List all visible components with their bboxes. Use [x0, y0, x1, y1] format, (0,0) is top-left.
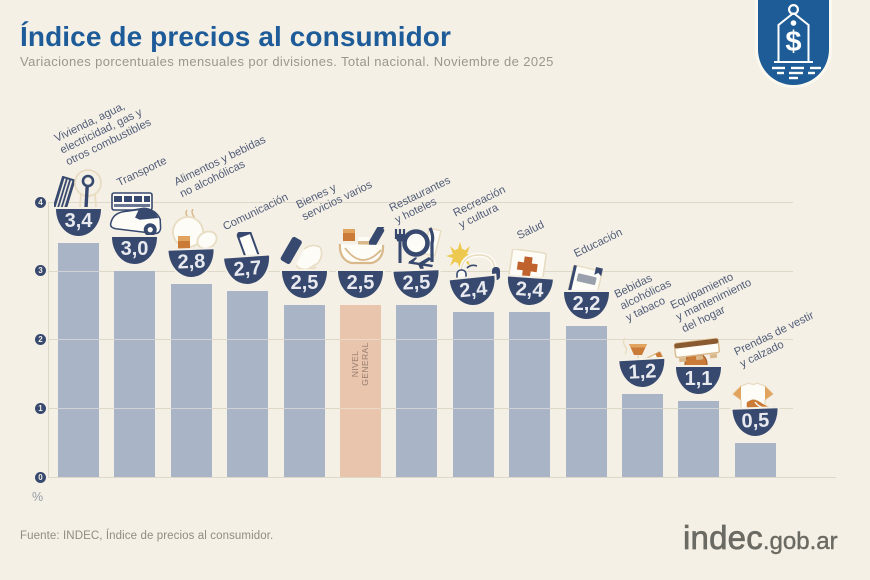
svg-text:$: $ [785, 26, 801, 58]
